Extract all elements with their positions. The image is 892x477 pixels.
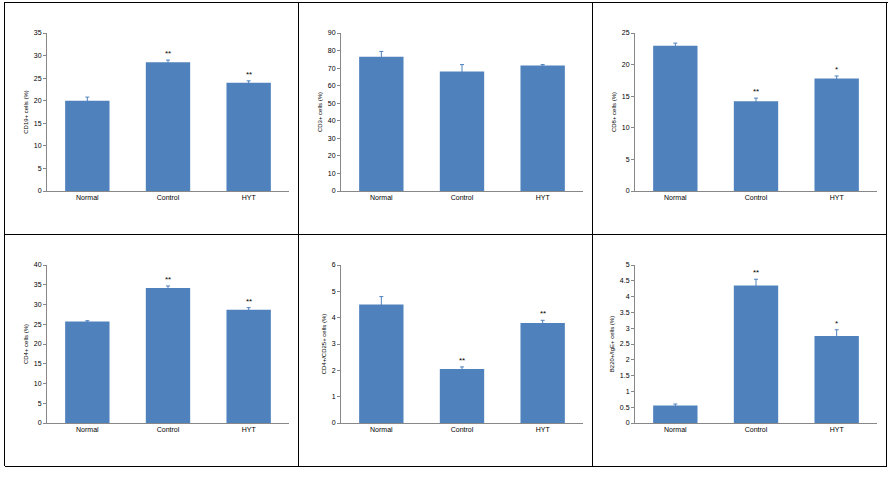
svg-text:Control: Control	[745, 194, 768, 201]
svg-text:5: 5	[626, 156, 630, 163]
svg-text:3: 3	[332, 340, 336, 347]
svg-text:15: 15	[622, 93, 630, 100]
svg-text:3: 3	[626, 325, 630, 332]
svg-text:CD4+ cells (%): CD4+ cells (%)	[23, 324, 29, 364]
svg-text:50: 50	[328, 100, 336, 107]
svg-text:1: 1	[332, 393, 336, 400]
svg-text:5: 5	[38, 165, 42, 172]
svg-text:0: 0	[38, 419, 42, 426]
svg-text:**: **	[540, 309, 546, 318]
svg-text:B220+/IgE+ cells (%): B220+/IgE+ cells (%)	[609, 316, 615, 372]
svg-text:**: **	[753, 87, 759, 96]
svg-text:HYT: HYT	[830, 194, 845, 201]
svg-text:20: 20	[622, 61, 630, 68]
svg-text:25: 25	[622, 29, 630, 36]
svg-text:HYT: HYT	[536, 194, 551, 201]
svg-text:20: 20	[34, 340, 42, 347]
svg-text:30: 30	[34, 52, 42, 59]
svg-text:HYT: HYT	[536, 426, 551, 433]
svg-text:CD19+ cells (%): CD19+ cells (%)	[23, 90, 29, 134]
svg-text:HYT: HYT	[242, 426, 257, 433]
svg-text:Control: Control	[157, 426, 180, 433]
svg-text:5: 5	[38, 400, 42, 407]
svg-text:*: *	[835, 319, 838, 328]
svg-text:70: 70	[328, 65, 336, 72]
svg-text:10: 10	[34, 380, 42, 387]
svg-text:1.5: 1.5	[620, 372, 630, 379]
svg-text:0.5: 0.5	[620, 404, 630, 411]
svg-text:10: 10	[34, 142, 42, 149]
svg-text:10: 10	[622, 124, 630, 131]
svg-text:5: 5	[332, 288, 336, 295]
svg-text:**: **	[459, 356, 465, 365]
svg-text:**: **	[246, 297, 252, 306]
svg-text:3.5: 3.5	[620, 309, 630, 316]
svg-text:20: 20	[34, 97, 42, 104]
svg-text:Control: Control	[157, 194, 180, 201]
svg-text:40: 40	[328, 117, 336, 124]
svg-text:15: 15	[34, 120, 42, 127]
svg-text:35: 35	[34, 281, 42, 288]
svg-text:0: 0	[626, 419, 630, 426]
svg-text:10: 10	[328, 170, 336, 177]
svg-text:Normal: Normal	[370, 426, 393, 433]
svg-text:30: 30	[34, 301, 42, 308]
svg-text:0: 0	[332, 419, 336, 426]
svg-text:60: 60	[328, 82, 336, 89]
svg-text:CD3+ cells (%): CD3+ cells (%)	[317, 92, 323, 132]
svg-text:40: 40	[34, 261, 42, 268]
svg-text:Normal: Normal	[76, 194, 99, 201]
svg-text:Normal: Normal	[664, 426, 687, 433]
svg-text:1: 1	[626, 388, 630, 395]
svg-text:Control: Control	[745, 426, 768, 433]
svg-text:CD4+/CD25+ cells (%): CD4+/CD25+ cells (%)	[321, 314, 327, 375]
svg-text:2.5: 2.5	[620, 340, 630, 347]
svg-text:2: 2	[332, 367, 336, 374]
svg-text:Normal: Normal	[370, 194, 393, 201]
svg-text:2: 2	[626, 356, 630, 363]
svg-text:20: 20	[328, 152, 336, 159]
svg-text:HYT: HYT	[242, 194, 257, 201]
svg-text:25: 25	[34, 321, 42, 328]
svg-text:35: 35	[34, 29, 42, 36]
svg-text:*: *	[835, 65, 838, 74]
svg-text:90: 90	[328, 29, 336, 36]
svg-text:30: 30	[328, 135, 336, 142]
svg-text:4: 4	[626, 293, 630, 300]
svg-text:HYT: HYT	[830, 426, 845, 433]
svg-text:80: 80	[328, 47, 336, 54]
svg-text:Control: Control	[451, 194, 474, 201]
svg-text:6: 6	[332, 261, 336, 268]
svg-text:**: **	[165, 49, 171, 58]
svg-text:**: **	[753, 268, 759, 277]
svg-text:4.5: 4.5	[620, 277, 630, 284]
svg-text:**: **	[246, 70, 252, 79]
svg-text:5: 5	[626, 261, 630, 268]
svg-text:CD8+ cells (%): CD8+ cells (%)	[611, 92, 617, 132]
svg-text:Normal: Normal	[664, 194, 687, 201]
svg-text:4: 4	[332, 314, 336, 321]
svg-text:Normal: Normal	[76, 426, 99, 433]
svg-text:Control: Control	[451, 426, 474, 433]
svg-text:0: 0	[626, 187, 630, 194]
svg-text:15: 15	[34, 360, 42, 367]
svg-text:25: 25	[34, 75, 42, 82]
svg-text:**: **	[165, 275, 171, 284]
svg-text:0: 0	[332, 187, 336, 194]
svg-text:0: 0	[38, 187, 42, 194]
